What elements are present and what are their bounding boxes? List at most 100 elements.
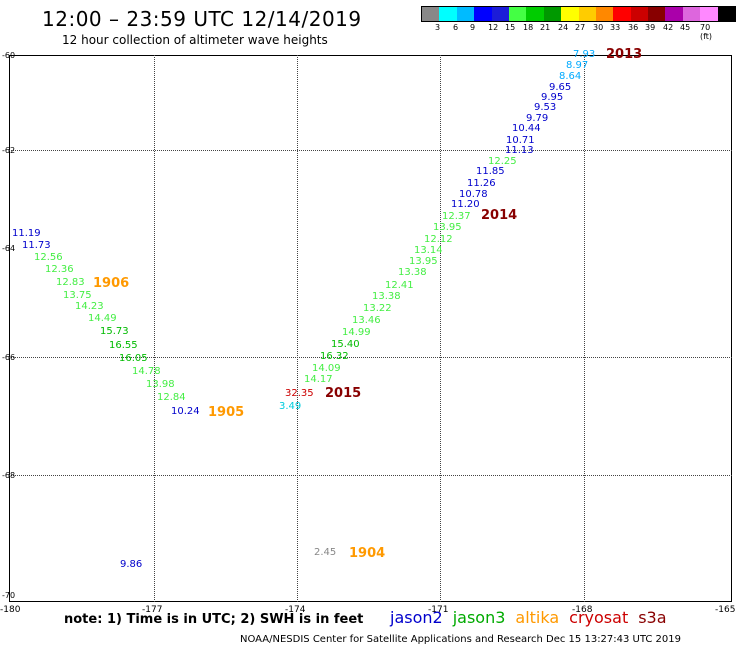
color-scale-label: 15 [505, 23, 516, 32]
longitude-label: -180 [0, 605, 21, 615]
wave-height-label: 32.35 [285, 388, 314, 399]
legend-altika: altika [515, 608, 560, 627]
map-frame [9, 55, 732, 602]
wave-height-label: 11.85 [476, 166, 505, 177]
color-swatch [648, 7, 666, 21]
meridian-line [297, 55, 298, 602]
wave-height-label: 12.25 [488, 156, 517, 167]
wave-height-label: 10.78 [459, 189, 488, 200]
longitude-label: -177 [142, 605, 163, 615]
latitude-label: -70 [2, 591, 16, 600]
wave-height-label: 11.20 [451, 199, 480, 210]
parallel-line [9, 475, 732, 476]
wave-height-label: 13.75 [63, 290, 92, 301]
longitude-label: -168 [572, 605, 593, 615]
longitude-label: -171 [428, 605, 449, 615]
wave-height-label: 15.40 [331, 339, 360, 350]
wave-height-label: 9.86 [120, 559, 143, 570]
wave-height-label: 8.97 [566, 60, 589, 71]
meridian-line [440, 55, 441, 602]
wave-height-label: 7.93 [573, 49, 596, 60]
units-note: note: 1) Time is in UTC; 2) SWH is in fe… [64, 612, 364, 627]
color-scale-label: 12 [488, 23, 499, 32]
latitude-label: -64 [2, 244, 16, 253]
color-scale-label: 70 (ft) [700, 23, 713, 41]
wave-height-label: 16.05 [119, 353, 148, 364]
color-scale-label: 3 [435, 23, 441, 32]
color-swatch [491, 7, 509, 21]
wave-height-label: 8.64 [559, 71, 582, 82]
color-swatch [474, 7, 492, 21]
color-swatch [543, 7, 562, 21]
map-title: 12:00 – 23:59 UTC 12/14/2019 [42, 7, 362, 31]
color-scale-label: 33 [610, 23, 621, 32]
latitude-label: -68 [2, 471, 16, 480]
pass-id-label: 1906 [93, 276, 130, 291]
wave-height-label: 3.49 [279, 401, 302, 412]
latitude-label: -66 [2, 353, 16, 362]
wave-height-label: 15.73 [100, 326, 129, 337]
longitude-label: -165 [715, 605, 736, 615]
legend-jason3: jason3 [452, 608, 506, 627]
wave-height-label: 9.95 [541, 92, 564, 103]
wave-height-label: 13.95 [433, 222, 462, 233]
color-swatch [595, 7, 614, 21]
parallel-line [9, 150, 732, 151]
color-scale-label: 39 [645, 23, 656, 32]
meridian-line [154, 55, 155, 602]
legend-jason2: jason2 [390, 608, 443, 627]
wave-height-label: 12.83 [56, 277, 85, 288]
color-scale-label: 21 [540, 23, 551, 32]
pass-id-label: 2014 [481, 208, 518, 223]
parallel-line [9, 357, 732, 358]
color-swatch [630, 7, 649, 21]
wave-height-label: 12.12 [424, 234, 453, 245]
wave-height-label: 9.65 [549, 82, 572, 93]
wave-height-label: 12.37 [442, 211, 471, 222]
color-scale-label: 18 [523, 23, 534, 32]
color-swatch [508, 7, 527, 21]
wave-height-label: 9.53 [534, 102, 557, 113]
color-scale-label: 30 [593, 23, 604, 32]
color-scale-label: 24 [558, 23, 569, 32]
latitude-label: -60 [2, 51, 16, 60]
legend-s3a: s3a [638, 608, 667, 627]
color-swatch [578, 7, 596, 21]
color-scale-bar [421, 6, 737, 22]
wave-height-label: 13.95 [409, 256, 438, 267]
color-swatch [561, 7, 579, 21]
color-scale-label: 36 [628, 23, 639, 32]
color-swatch [665, 7, 683, 21]
color-scale-label: 45 [680, 23, 691, 32]
map-subtitle: 12 hour collection of altimeter wave hei… [62, 33, 328, 47]
wave-height-label: 14.78 [132, 366, 161, 377]
pass-id-label: 2015 [325, 386, 362, 401]
wave-height-label: 2.45 [314, 547, 337, 558]
color-swatch [526, 7, 544, 21]
wave-height-label: 13.46 [352, 315, 381, 326]
credit-footer: NOAA/NESDIS Center for Satellite Applica… [240, 634, 682, 645]
color-swatch [613, 7, 631, 21]
wave-height-label: 9.79 [526, 113, 549, 124]
wave-height-label: 10.71 [506, 135, 535, 146]
color-swatch [682, 7, 701, 21]
meridian-line [584, 55, 585, 602]
wave-height-label: 12.36 [45, 264, 74, 275]
wave-height-label: 11.13 [505, 145, 534, 156]
wave-height-label: 13.98 [146, 379, 175, 390]
color-swatch [439, 7, 457, 21]
color-scale-label: 27 [575, 23, 586, 32]
color-scale-label: 9 [470, 23, 476, 32]
wave-height-label: 10.24 [171, 406, 200, 417]
wave-height-label: 16.32 [320, 351, 349, 362]
wave-height-label: 13.14 [414, 245, 443, 256]
color-swatch [717, 7, 736, 21]
color-scale-label: 6 [453, 23, 459, 32]
latitude-label: -62 [2, 146, 16, 155]
wave-height-label: 14.23 [75, 301, 104, 312]
wave-height-label: 13.22 [363, 303, 392, 314]
wave-height-label: 10.44 [512, 123, 541, 134]
pass-id-label: 1904 [349, 546, 386, 561]
wave-height-label: 14.99 [342, 327, 371, 338]
wave-height-label: 13.38 [398, 267, 427, 278]
